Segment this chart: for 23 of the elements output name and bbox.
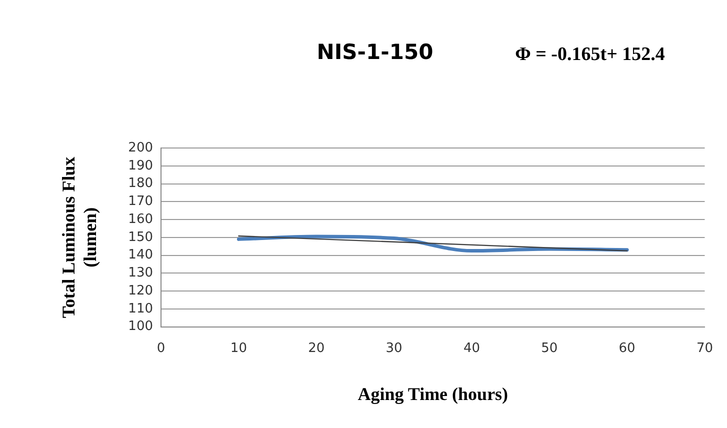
y-axis-title: Total Luminous Flux (lumen) <box>58 156 100 318</box>
y-tick-label: 190 <box>128 158 154 174</box>
y-tick-label: 100 <box>128 319 154 334</box>
y-tick-label: 110 <box>128 301 154 316</box>
y-tick-label: 170 <box>128 194 154 210</box>
y-tick-label: 180 <box>128 176 154 192</box>
x-tick-label: 60 <box>618 340 636 356</box>
x-tick-label: 10 <box>230 340 247 356</box>
x-tick-label: 40 <box>463 340 480 356</box>
x-tick-label: 0 <box>156 340 166 356</box>
x-tick-label: 20 <box>308 340 325 356</box>
x-tick-label: 50 <box>541 340 558 356</box>
chart-title: NIS-1-150 <box>316 40 434 64</box>
x-tick-label: 70 <box>696 340 713 356</box>
y-tick-label: 130 <box>128 266 154 281</box>
y-tick-label: 120 <box>128 283 154 298</box>
text: Φ = -0.165t+ 152.4 <box>514 44 666 66</box>
y-tick-label: 150 <box>128 230 154 245</box>
y-tick-label: 200 <box>128 140 154 156</box>
x-axis-title: Aging Time (hours) <box>358 384 508 404</box>
y-tick-label: 160 <box>128 212 154 227</box>
x-tick-label: 30 <box>386 340 402 356</box>
y-tick-label: 140 <box>128 248 154 263</box>
